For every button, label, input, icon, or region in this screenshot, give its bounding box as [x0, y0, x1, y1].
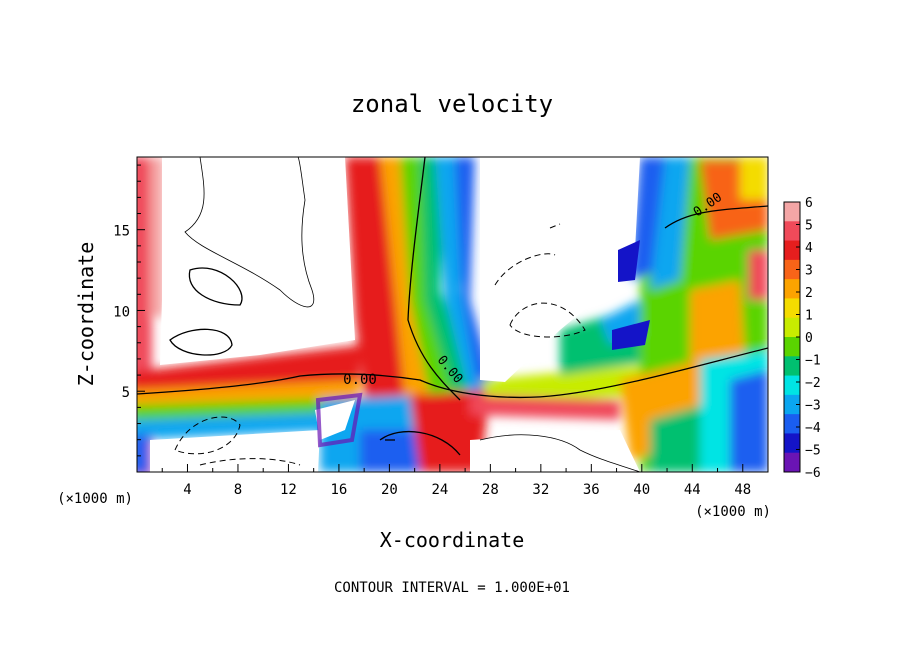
contour-interval-note: CONTOUR INTERVAL = 1.000E+01 [334, 580, 570, 596]
colorbar-swatch [784, 414, 800, 434]
colorbar-swatch [784, 279, 800, 299]
colorbar-swatch [784, 337, 800, 357]
colorbar-swatch [784, 259, 800, 280]
plot-frame [136, 156, 769, 473]
heatmap-field [137, 157, 768, 472]
x-tick-label: 20 [381, 482, 398, 498]
x-tick-label: 12 [280, 482, 297, 498]
colorbar-swatch [784, 202, 800, 222]
x-tick-label: 40 [633, 482, 650, 498]
colorbar-swatch [784, 240, 800, 261]
colorbar-tick-label: −3 [805, 399, 821, 414]
y-tick-label: 15 [113, 224, 130, 240]
colorbar-tick-label: 1 [805, 309, 813, 324]
colorbar-swatch [784, 317, 800, 338]
colorbar-swatch [784, 298, 800, 319]
x-unit-label-right: (×1000 m) [695, 504, 771, 520]
x-unit-label: (×1000 m) [57, 491, 133, 507]
colorbar-tick-label: −1 [805, 354, 821, 369]
x-tick-label: 36 [583, 482, 600, 498]
x-tick-label: 16 [330, 482, 347, 498]
colorbar-swatch [784, 375, 800, 396]
x-tick-label: 4 [183, 482, 191, 498]
x-tick-label: 8 [234, 482, 242, 498]
colorbar-tick-label: 3 [805, 264, 813, 279]
colorbar-tick-label: 4 [805, 241, 813, 256]
contour-label: 0.00 [343, 372, 377, 388]
colorbar-swatch [784, 221, 800, 242]
colorbar-tick-label: −4 [805, 421, 821, 436]
y-tick-label: 5 [122, 385, 130, 401]
colorbar-tick-label: 5 [805, 219, 813, 234]
y-tick-label: 10 [113, 304, 130, 320]
colorbar-swatch [784, 394, 800, 415]
y-axis-label: Z-coordinate [74, 242, 98, 387]
x-axis: 4 8 12 16 20 24 28 32 36 40 44 48 [161, 464, 751, 498]
x-tick-label: 44 [684, 482, 701, 498]
x-axis-label: X-coordinate [380, 528, 525, 552]
x-tick-label: 24 [431, 482, 448, 498]
x-tick-label: 32 [532, 482, 549, 498]
colorbar-swatch [784, 433, 800, 454]
colorbar-tick-label: −6 [805, 466, 821, 481]
colorbar-tick-label: 0 [805, 331, 813, 346]
colorbar-tick-label: 2 [805, 286, 813, 301]
colorbar: 6 5 4 3 2 1 0 −1 −2 −3 −4 −5 −6 [783, 196, 821, 481]
colorbar-swatch [784, 356, 800, 377]
x-tick-label: 28 [482, 482, 499, 498]
colorbar-tick-label: −5 [805, 444, 821, 459]
colorbar-tick-label: 6 [805, 196, 813, 211]
chart-title: zonal velocity [351, 90, 553, 118]
colorbar-swatch [784, 452, 800, 473]
x-tick-label: 48 [734, 482, 751, 498]
colorbar-tick-label: −2 [805, 376, 821, 391]
y-axis: 5 10 15 [113, 164, 145, 457]
